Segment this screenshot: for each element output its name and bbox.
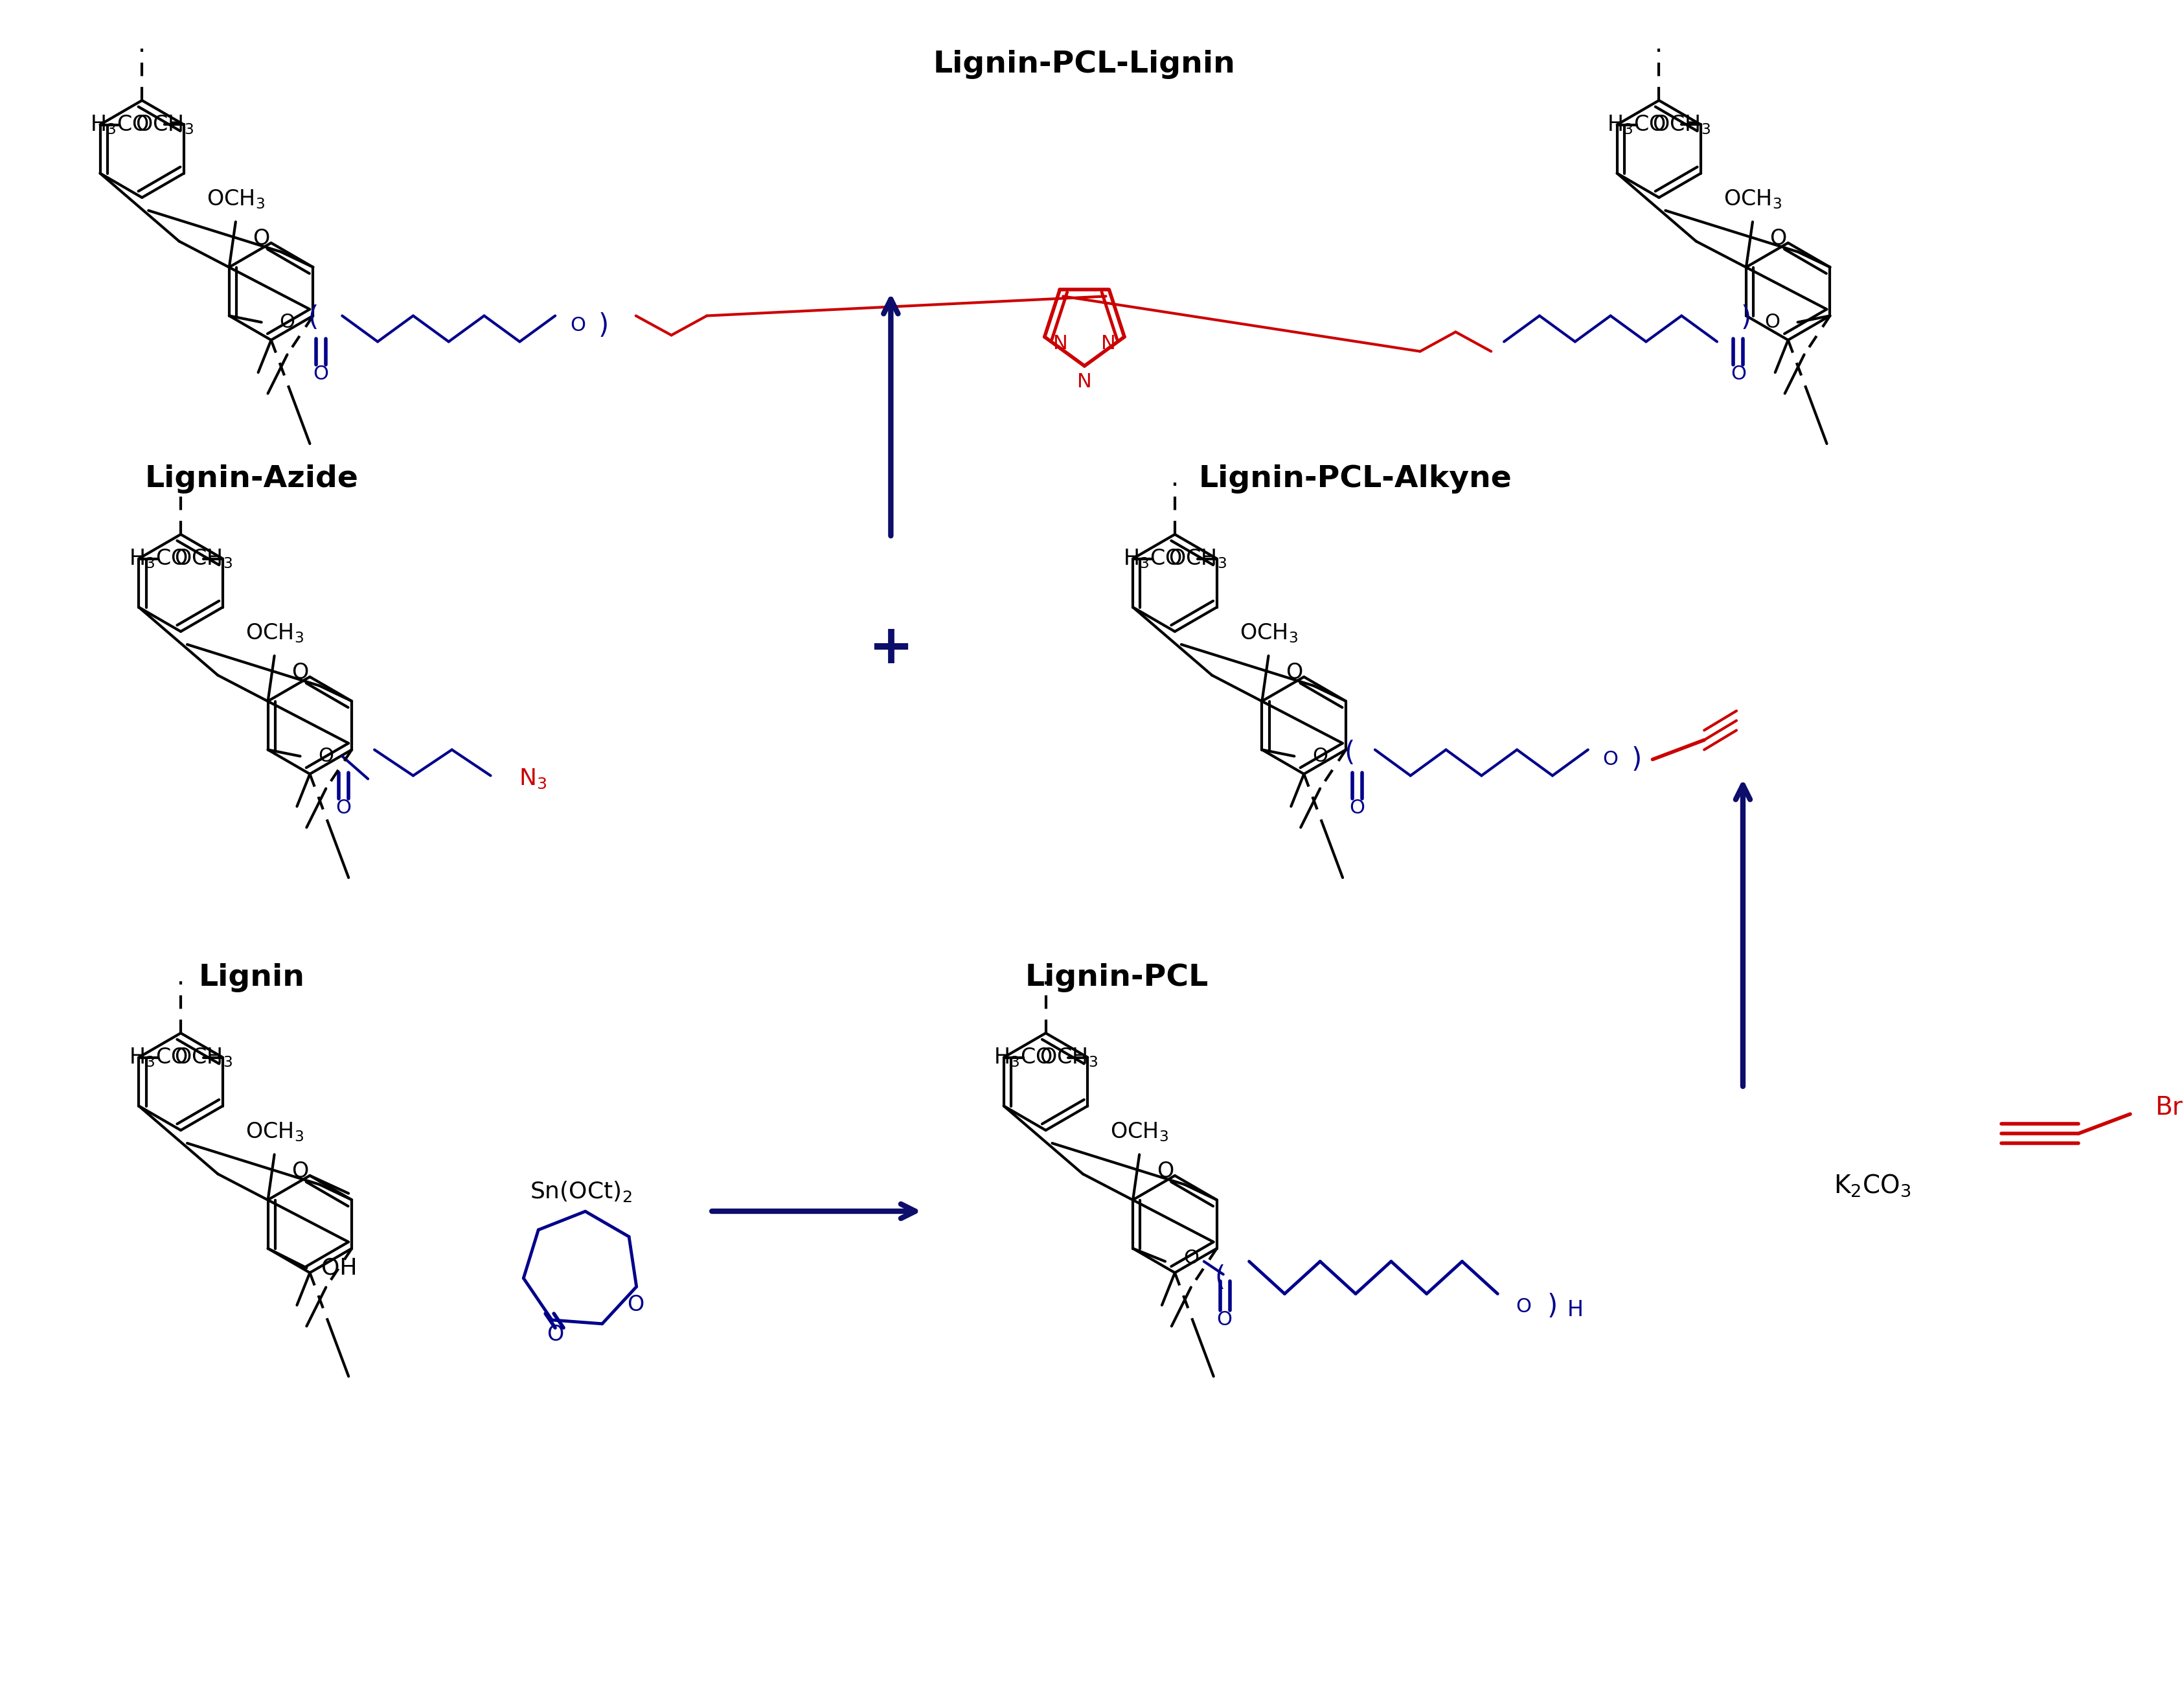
- Text: OCH$_3$: OCH$_3$: [175, 547, 232, 570]
- Text: O: O: [280, 313, 295, 331]
- Text: (: (: [308, 304, 319, 331]
- Text: H$_3$CO: H$_3$CO: [129, 547, 188, 570]
- Text: H$_3$CO: H$_3$CO: [129, 1045, 188, 1069]
- Text: ): ): [598, 313, 609, 340]
- Text: O: O: [1313, 746, 1328, 765]
- Text: O: O: [1765, 313, 1780, 331]
- Text: H$_3$CO: H$_3$CO: [90, 113, 149, 137]
- Text: O: O: [1516, 1298, 1531, 1317]
- Text: O: O: [627, 1295, 644, 1315]
- Text: Lignin-PCL-Lignin: Lignin-PCL-Lignin: [933, 50, 1236, 79]
- Text: H: H: [1566, 1300, 1583, 1320]
- Text: OCH$_3$: OCH$_3$: [245, 1120, 304, 1143]
- Text: Lignin-PCL-Alkyne: Lignin-PCL-Alkyne: [1199, 465, 1511, 494]
- Text: O: O: [1184, 1249, 1199, 1267]
- Text: OCH$_3$: OCH$_3$: [1109, 1120, 1168, 1143]
- Text: O: O: [1769, 229, 1787, 249]
- Text: Sn(OCt)$_2$: Sn(OCt)$_2$: [531, 1180, 631, 1204]
- Text: (: (: [1343, 740, 1354, 767]
- Text: H$_3$CO: H$_3$CO: [1123, 547, 1182, 570]
- Text: O: O: [312, 366, 328, 383]
- Text: ): ): [1741, 304, 1752, 331]
- Text: O: O: [1603, 750, 1618, 769]
- Text: O: O: [336, 799, 352, 818]
- Text: OCH$_3$: OCH$_3$: [245, 622, 304, 644]
- Text: O: O: [1286, 663, 1302, 683]
- Text: Lignin: Lignin: [199, 963, 306, 992]
- Text: O: O: [319, 746, 334, 765]
- Text: O: O: [1216, 1310, 1232, 1329]
- Text: N: N: [1053, 335, 1068, 354]
- Text: O: O: [1730, 366, 1745, 383]
- Text: O: O: [570, 316, 585, 335]
- Text: N: N: [1101, 335, 1116, 354]
- Text: ): ): [1631, 746, 1640, 774]
- Text: O: O: [1350, 799, 1365, 818]
- Text: Br: Br: [2153, 1095, 2182, 1120]
- Text: N: N: [1077, 372, 1092, 391]
- Text: ): ): [1546, 1293, 1557, 1320]
- Text: OCH$_3$: OCH$_3$: [1723, 188, 1782, 210]
- Text: OH: OH: [321, 1257, 356, 1279]
- Text: OCH$_3$: OCH$_3$: [175, 1045, 232, 1069]
- Text: O: O: [253, 229, 271, 249]
- Text: (: (: [1214, 1264, 1225, 1291]
- Text: OCH$_3$: OCH$_3$: [1238, 622, 1297, 644]
- Text: +: +: [867, 622, 913, 675]
- Text: H$_3$CO: H$_3$CO: [994, 1045, 1053, 1069]
- Text: OCH$_3$: OCH$_3$: [1168, 547, 1225, 570]
- Text: N$_3$: N$_3$: [518, 767, 546, 791]
- Text: O: O: [1155, 1161, 1173, 1182]
- Text: OCH$_3$: OCH$_3$: [207, 188, 264, 210]
- Text: OCH$_3$: OCH$_3$: [1651, 113, 1710, 137]
- Text: K$_2$CO$_3$: K$_2$CO$_3$: [1832, 1172, 1911, 1197]
- Text: OCH$_3$: OCH$_3$: [135, 113, 194, 137]
- Text: Lignin-PCL: Lignin-PCL: [1024, 963, 1208, 992]
- Text: O: O: [546, 1324, 563, 1344]
- Text: OCH$_3$: OCH$_3$: [1040, 1045, 1096, 1069]
- Text: Lignin-Azide: Lignin-Azide: [144, 465, 358, 494]
- Text: H$_3$CO: H$_3$CO: [1607, 113, 1666, 137]
- Text: O: O: [290, 1161, 308, 1182]
- Text: O: O: [290, 663, 308, 683]
